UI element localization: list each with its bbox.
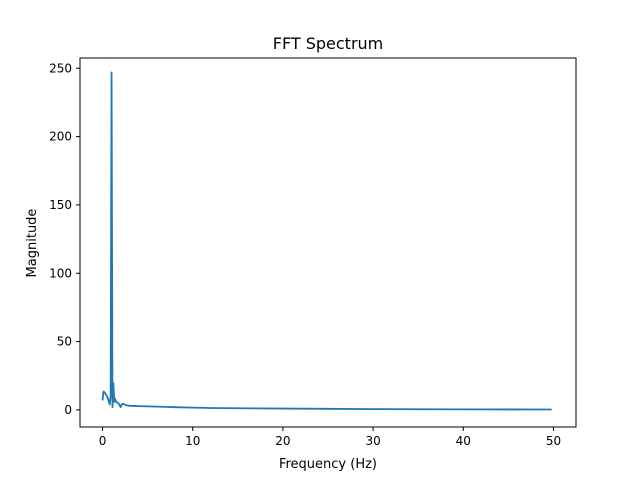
y-tick-label: 200 [49, 130, 72, 144]
y-axis: 0 50 100 150 200 250 [49, 61, 80, 417]
x-tick-label: 20 [275, 434, 290, 448]
plot-area [101, 71, 552, 411]
x-tick-label: 40 [456, 434, 471, 448]
series-line-0 [101, 71, 552, 411]
x-tick-label: 30 [365, 434, 380, 448]
x-tick-label: 50 [546, 434, 561, 448]
x-axis-label: Frequency (Hz) [279, 457, 377, 472]
y-tick-label: 150 [49, 198, 72, 212]
chart-title: FFT Spectrum [273, 34, 384, 53]
y-tick-label: 100 [49, 266, 72, 280]
y-axis-label: Magnitude [25, 209, 40, 278]
y-tick-label: 50 [57, 335, 72, 349]
x-tick-label: 0 [99, 434, 107, 448]
y-tick-label: 250 [49, 61, 72, 75]
plot-frame [79, 57, 577, 428]
x-axis: 0 10 20 30 40 50 [99, 427, 561, 448]
x-tick-label: 10 [185, 434, 200, 448]
y-tick-label: 0 [64, 403, 72, 417]
